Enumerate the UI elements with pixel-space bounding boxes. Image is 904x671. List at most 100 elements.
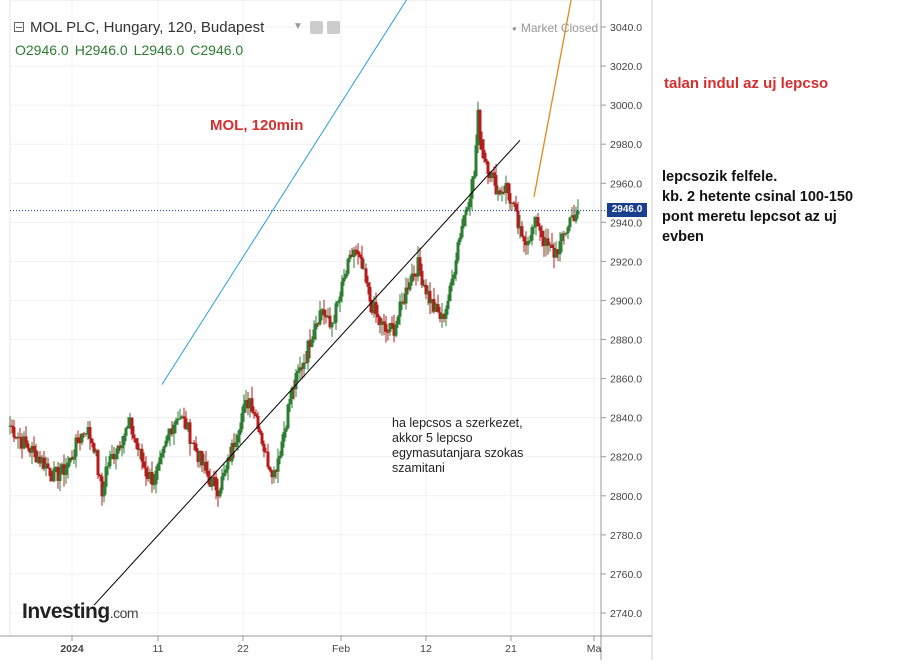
- candle-body: [424, 284, 428, 295]
- candle-body: [306, 340, 310, 363]
- candle-body: [478, 109, 482, 140]
- candle-body: [296, 370, 300, 373]
- candle-body: [566, 227, 570, 234]
- candle-body: [240, 413, 244, 430]
- candle-body: [480, 139, 484, 150]
- candle-body: [88, 427, 92, 439]
- candle-body: [456, 242, 460, 261]
- candle-body: [166, 434, 170, 441]
- candle-body: [372, 301, 376, 313]
- candle-body: [110, 454, 114, 457]
- candle-body: [464, 209, 468, 216]
- candle-body: [304, 362, 308, 364]
- candle-body: [18, 436, 22, 439]
- candle-body: [174, 420, 178, 425]
- y-tick-label: 2880.0: [610, 335, 642, 347]
- candle-body: [500, 191, 504, 194]
- candle-body: [320, 309, 324, 311]
- candle-body: [408, 282, 412, 290]
- candle-body: [270, 470, 274, 478]
- right-note-line: lepcsozik felfele.: [662, 169, 778, 185]
- y-tick-label: 2740.0: [610, 608, 642, 620]
- candle-body: [284, 428, 288, 432]
- candle-body: [232, 443, 236, 447]
- candle-body: [54, 467, 58, 469]
- candle-body: [44, 463, 48, 469]
- candle-body: [198, 451, 202, 462]
- candle-body: [80, 433, 84, 443]
- candle-body: [370, 301, 374, 313]
- candle-body: [226, 458, 230, 470]
- candle-body: [316, 323, 320, 325]
- candle-body: [146, 476, 150, 479]
- projection-line[interactable]: [533, 0, 580, 198]
- candle-body: [30, 445, 34, 453]
- candle-body: [518, 226, 522, 229]
- candle-body: [248, 398, 252, 409]
- investing-logo: Investing.com: [22, 600, 139, 624]
- collapse-icon[interactable]: [14, 22, 24, 32]
- candle-body: [354, 249, 358, 251]
- candle-body: [544, 238, 548, 246]
- candle-body: [344, 273, 348, 278]
- gear-icon[interactable]: [327, 21, 340, 34]
- candle-body: [506, 183, 510, 194]
- close-value: C2946.0: [190, 42, 244, 58]
- candle-body: [484, 158, 488, 162]
- candle-body: [178, 418, 182, 420]
- candle-body: [452, 274, 456, 279]
- candle-body: [558, 241, 562, 255]
- instrument-title: MOL PLC, Hungary, 120, Budapest: [30, 19, 265, 36]
- candle-body: [244, 399, 248, 405]
- candle-body: [572, 215, 576, 222]
- candle-body: [76, 437, 80, 443]
- candle-body: [140, 448, 144, 462]
- candle-body: [298, 367, 302, 371]
- candle-body: [208, 476, 212, 487]
- candle-body: [160, 453, 164, 458]
- candle-body: [34, 450, 38, 463]
- candle-body: [570, 215, 574, 218]
- chart-label: MOL, 120min: [210, 117, 304, 134]
- candle-body: [276, 458, 280, 472]
- chevron-down-icon[interactable]: ▼: [293, 21, 303, 32]
- candle-body: [70, 457, 74, 460]
- candle-body: [334, 303, 338, 323]
- candle-body: [356, 250, 360, 255]
- candle-body: [52, 468, 56, 482]
- candles: [8, 101, 580, 507]
- candle-body: [78, 442, 82, 444]
- candle-body: [120, 445, 124, 449]
- upper-channel-line[interactable]: [161, 0, 434, 385]
- x-tick-label: 11: [153, 643, 164, 655]
- candle-body: [376, 314, 380, 318]
- candle-body: [134, 438, 138, 444]
- candle-body: [536, 217, 540, 227]
- y-tick-label: 2860.0: [610, 374, 642, 386]
- candle-body: [266, 451, 270, 468]
- candle-body: [328, 315, 332, 328]
- candle-body: [314, 323, 318, 330]
- candle-body: [38, 456, 42, 464]
- candle-body: [234, 442, 238, 447]
- candle-body: [318, 310, 322, 325]
- candle-body: [182, 416, 186, 419]
- right-note: lepcsozik felfele. kb. 2 hetente csinal …: [662, 167, 897, 247]
- candle-body: [94, 450, 98, 453]
- candle-body: [100, 476, 104, 497]
- candle-body: [50, 476, 54, 482]
- candle-body: [246, 399, 250, 409]
- last-price-tag: 2946.0: [607, 203, 647, 217]
- candle-body: [366, 282, 370, 287]
- candle-body: [472, 176, 476, 180]
- candle-body: [326, 315, 330, 318]
- eye-icon[interactable]: [310, 21, 323, 34]
- chart-grid: [10, 0, 601, 636]
- lower-channel-line[interactable]: [93, 139, 521, 606]
- candle-body: [90, 438, 94, 444]
- candle-body: [360, 257, 364, 269]
- candle-body: [368, 286, 372, 302]
- candle-body: [390, 323, 394, 325]
- candle-body: [230, 443, 234, 462]
